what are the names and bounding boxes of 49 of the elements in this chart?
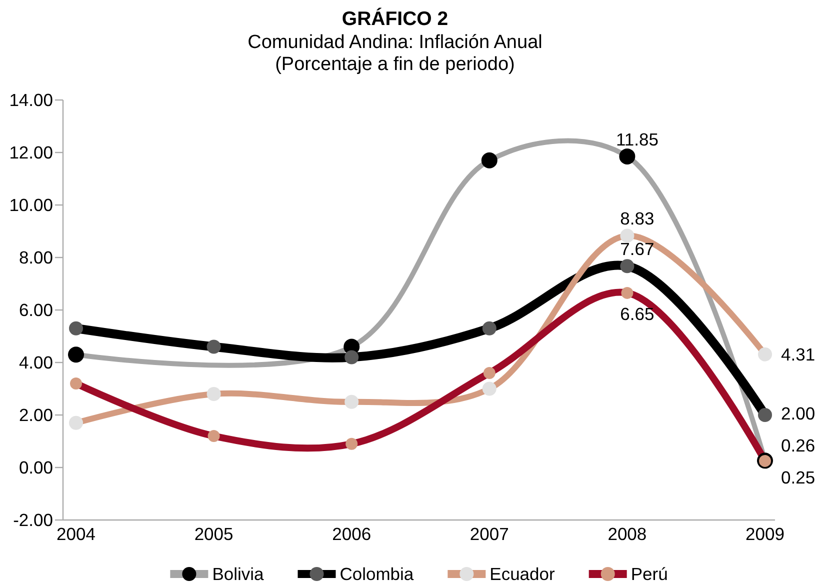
chart-subtitle: Comunidad Andina: Inflación Anual (Porcentaje a fin de periodo)	[248, 32, 542, 75]
x-tick-label: 2005	[194, 524, 234, 544]
y-tick-label: 0.00	[18, 458, 54, 478]
point	[344, 350, 359, 364]
point	[70, 378, 82, 390]
point	[346, 438, 358, 450]
legend-label: Colombia	[340, 564, 414, 584]
point	[758, 408, 772, 422]
y-tick-label: 10.00	[9, 195, 54, 215]
x-tick-label: 2007	[470, 524, 509, 544]
point	[344, 394, 359, 409]
point	[208, 430, 220, 442]
data-label: 4.31	[781, 344, 816, 364]
point	[68, 346, 84, 363]
data-label: 6.65	[620, 304, 654, 324]
point	[69, 416, 83, 430]
data-label: 0.26	[781, 436, 816, 456]
point	[620, 259, 634, 274]
data-label: 8.83	[620, 208, 654, 229]
x-tick-label: 2008	[608, 524, 647, 544]
point	[482, 321, 496, 336]
data-label: 11.85	[616, 129, 658, 150]
point	[481, 152, 498, 168]
point	[69, 321, 83, 336]
data-label: 0.25	[781, 468, 816, 488]
y-tick-label: -2.00	[13, 510, 54, 530]
point	[482, 382, 496, 396]
y-tick-label: 12.00	[9, 142, 54, 162]
legend-label: Ecuador	[490, 564, 556, 584]
legend-label: Bolivia	[212, 564, 264, 584]
x-tick-label: 2009	[746, 524, 784, 544]
point	[206, 340, 221, 354]
point	[758, 347, 772, 362]
y-tick-label: 2.00	[18, 405, 54, 425]
chart-title: GRÁFICO 2	[342, 7, 448, 30]
x-tick-label: 2004	[56, 524, 96, 544]
y-tick-label: 14.00	[9, 90, 54, 110]
point	[619, 148, 636, 164]
y-tick-label: 6.00	[18, 300, 54, 320]
point	[621, 286, 634, 299]
y-tick-label: 4.00	[18, 352, 54, 372]
y-tick-label: 8.00	[18, 248, 54, 268]
legend-label: Perú	[630, 564, 668, 584]
x-tick-label: 2006	[332, 524, 372, 544]
point	[206, 387, 221, 401]
data-label: 7.67	[620, 239, 654, 260]
point	[483, 367, 496, 379]
point	[620, 228, 634, 243]
data-label: 2.00	[781, 404, 816, 424]
